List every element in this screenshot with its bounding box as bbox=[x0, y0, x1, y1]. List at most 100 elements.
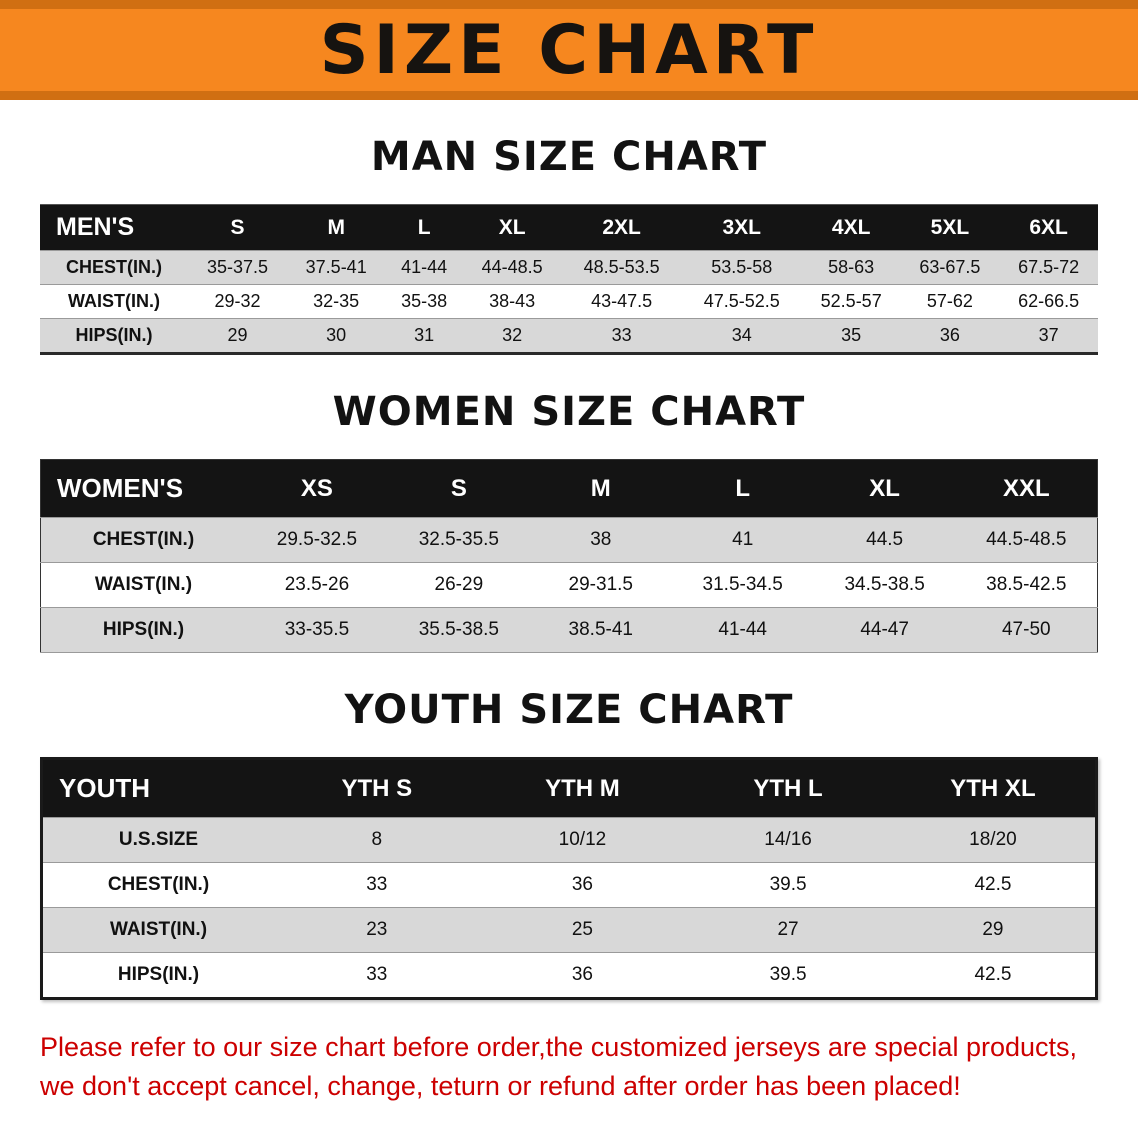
row-label: CHEST(IN.) bbox=[40, 250, 189, 285]
disclaimer: Please refer to our size chart before or… bbox=[40, 1028, 1098, 1106]
size-column-header: XS bbox=[245, 459, 388, 518]
table-row: CHEST(IN.) 33 36 39.5 42.5 bbox=[41, 862, 1097, 908]
table-row: HIPS(IN.) 29 30 31 32 33 34 35 36 37 bbox=[40, 318, 1098, 354]
size-value: 42.5 bbox=[890, 862, 1097, 908]
size-value: 33 bbox=[561, 318, 682, 354]
size-table-header-row: WOMEN'S XS S M L XL XXL bbox=[40, 459, 1098, 518]
men-size-table: MEN'S S M L XL 2XL 3XL 4XL 5XL 6XL CHEST(IN.) 35-37… bbox=[40, 204, 1098, 355]
size-column-header: YTH M bbox=[479, 758, 686, 818]
table-row: U.S.SIZE 8 10/12 14/16 18/20 bbox=[41, 817, 1097, 863]
size-value: 25 bbox=[479, 907, 686, 953]
size-column-header: XL bbox=[462, 204, 562, 251]
size-value: 41-44 bbox=[671, 607, 814, 653]
size-value: 29-32 bbox=[188, 284, 287, 319]
size-value: 34 bbox=[681, 318, 802, 354]
size-value: 8 bbox=[274, 817, 480, 863]
row-label: WAIST(IN.) bbox=[40, 284, 189, 319]
size-column-header: YTH L bbox=[685, 758, 891, 818]
row-label: HIPS(IN.) bbox=[40, 607, 246, 653]
size-value: 29 bbox=[188, 318, 287, 354]
size-value: 31.5-34.5 bbox=[671, 562, 814, 608]
size-column-header: XL bbox=[813, 459, 956, 518]
size-value: 34.5-38.5 bbox=[813, 562, 956, 608]
size-value: 18/20 bbox=[890, 817, 1097, 863]
banner-title: SIZE CHART bbox=[319, 10, 819, 90]
table-row: WAIST(IN.) 29-32 32-35 35-38 38-43 43-47.5 47.… bbox=[40, 284, 1098, 319]
size-value: 26-29 bbox=[387, 562, 530, 608]
men-size-section: MAN SIZE CHART MEN'S S M L XL 2XL 3XL 4XL 5XL 6XL… bbox=[0, 134, 1138, 355]
size-value: 48.5-53.5 bbox=[561, 250, 682, 285]
size-value: 33-35.5 bbox=[245, 607, 388, 653]
disclaimer-line-2: we don't accept cancel, change, teturn o… bbox=[40, 1071, 961, 1102]
size-value: 43-47.5 bbox=[561, 284, 682, 319]
table-corner-label: WOMEN'S bbox=[40, 459, 246, 518]
size-value: 38.5-41 bbox=[529, 607, 672, 653]
size-value: 29.5-32.5 bbox=[245, 517, 388, 563]
size-value: 33 bbox=[274, 952, 480, 999]
size-value: 44.5 bbox=[813, 517, 956, 563]
size-value: 36 bbox=[900, 318, 1000, 354]
size-value: 35.5-38.5 bbox=[387, 607, 530, 653]
size-value: 42.5 bbox=[890, 952, 1097, 999]
row-label: HIPS(IN.) bbox=[40, 318, 189, 354]
size-column-header: YTH XL bbox=[890, 758, 1097, 818]
size-value: 41 bbox=[671, 517, 814, 563]
size-table-header-row: MEN'S S M L XL 2XL 3XL 4XL 5XL 6XL bbox=[40, 204, 1098, 251]
size-value: 39.5 bbox=[685, 862, 891, 908]
youth-size-table: YOUTH YTH S YTH M YTH L YTH XL U.S.SIZE 8 10/12… bbox=[40, 757, 1098, 1000]
size-value: 38.5-42.5 bbox=[955, 562, 1098, 608]
size-column-header: L bbox=[385, 204, 463, 251]
table-row: WAIST(IN.) 23.5-26 26-29 29-31.5 31.5-34.5 34… bbox=[40, 562, 1098, 608]
size-column-header: L bbox=[671, 459, 814, 518]
size-value: 57-62 bbox=[900, 284, 1000, 319]
size-value: 37 bbox=[999, 318, 1098, 354]
youth-section-heading: YOUTH SIZE CHART bbox=[344, 687, 794, 733]
women-size-section: WOMEN SIZE CHART WOMEN'S XS S M L XL XXL CHEST(… bbox=[0, 389, 1138, 653]
size-value: 23 bbox=[274, 907, 480, 953]
size-value: 23.5-26 bbox=[245, 562, 388, 608]
table-row: HIPS(IN.) 33-35.5 35.5-38.5 38.5-41 41-44 44-… bbox=[40, 607, 1098, 653]
size-value: 35-37.5 bbox=[188, 250, 287, 285]
size-value: 37.5-41 bbox=[286, 250, 386, 285]
size-column-header: YTH S bbox=[274, 758, 480, 818]
size-value: 67.5-72 bbox=[999, 250, 1098, 285]
size-value: 35 bbox=[801, 318, 901, 354]
table-corner-label: MEN'S bbox=[40, 204, 189, 251]
size-value: 63-67.5 bbox=[900, 250, 1000, 285]
size-value: 27 bbox=[685, 907, 891, 953]
size-column-header: XXL bbox=[955, 459, 1098, 518]
size-value: 62-66.5 bbox=[999, 284, 1098, 319]
youth-size-section: YOUTH SIZE CHART YOUTH YTH S YTH M YTH L YTH… bbox=[0, 687, 1138, 1000]
size-column-header: 4XL bbox=[801, 204, 901, 251]
size-value: 52.5-57 bbox=[801, 284, 901, 319]
table-corner-label: YOUTH bbox=[41, 758, 274, 818]
men-section-heading: MAN SIZE CHART bbox=[370, 134, 768, 180]
row-label: WAIST(IN.) bbox=[40, 562, 246, 608]
size-value: 33 bbox=[274, 862, 480, 908]
size-value: 36 bbox=[479, 862, 686, 908]
size-value: 32-35 bbox=[286, 284, 386, 319]
size-column-header: 2XL bbox=[561, 204, 682, 251]
size-value: 53.5-58 bbox=[681, 250, 802, 285]
size-value: 14/16 bbox=[685, 817, 891, 863]
size-value: 29-31.5 bbox=[529, 562, 672, 608]
size-column-header: 5XL bbox=[900, 204, 1000, 251]
row-label: CHEST(IN.) bbox=[40, 517, 246, 563]
table-row: HIPS(IN.) 33 36 39.5 42.5 bbox=[41, 952, 1097, 999]
size-value: 41-44 bbox=[385, 250, 463, 285]
size-value: 30 bbox=[286, 318, 386, 354]
size-value: 36 bbox=[479, 952, 686, 999]
table-row: WAIST(IN.) 23 25 27 29 bbox=[41, 907, 1097, 953]
size-value: 38 bbox=[529, 517, 672, 563]
row-label: U.S.SIZE bbox=[41, 817, 274, 863]
size-column-header: M bbox=[286, 204, 386, 251]
disclaimer-line-1: Please refer to our size chart before or… bbox=[40, 1032, 1078, 1062]
size-column-header: 3XL bbox=[681, 204, 802, 251]
size-value: 35-38 bbox=[385, 284, 463, 319]
size-value: 10/12 bbox=[479, 817, 686, 863]
size-value: 47-50 bbox=[955, 607, 1098, 653]
size-column-header: M bbox=[529, 459, 672, 518]
row-label: HIPS(IN.) bbox=[41, 952, 274, 999]
size-value: 44-47 bbox=[813, 607, 956, 653]
